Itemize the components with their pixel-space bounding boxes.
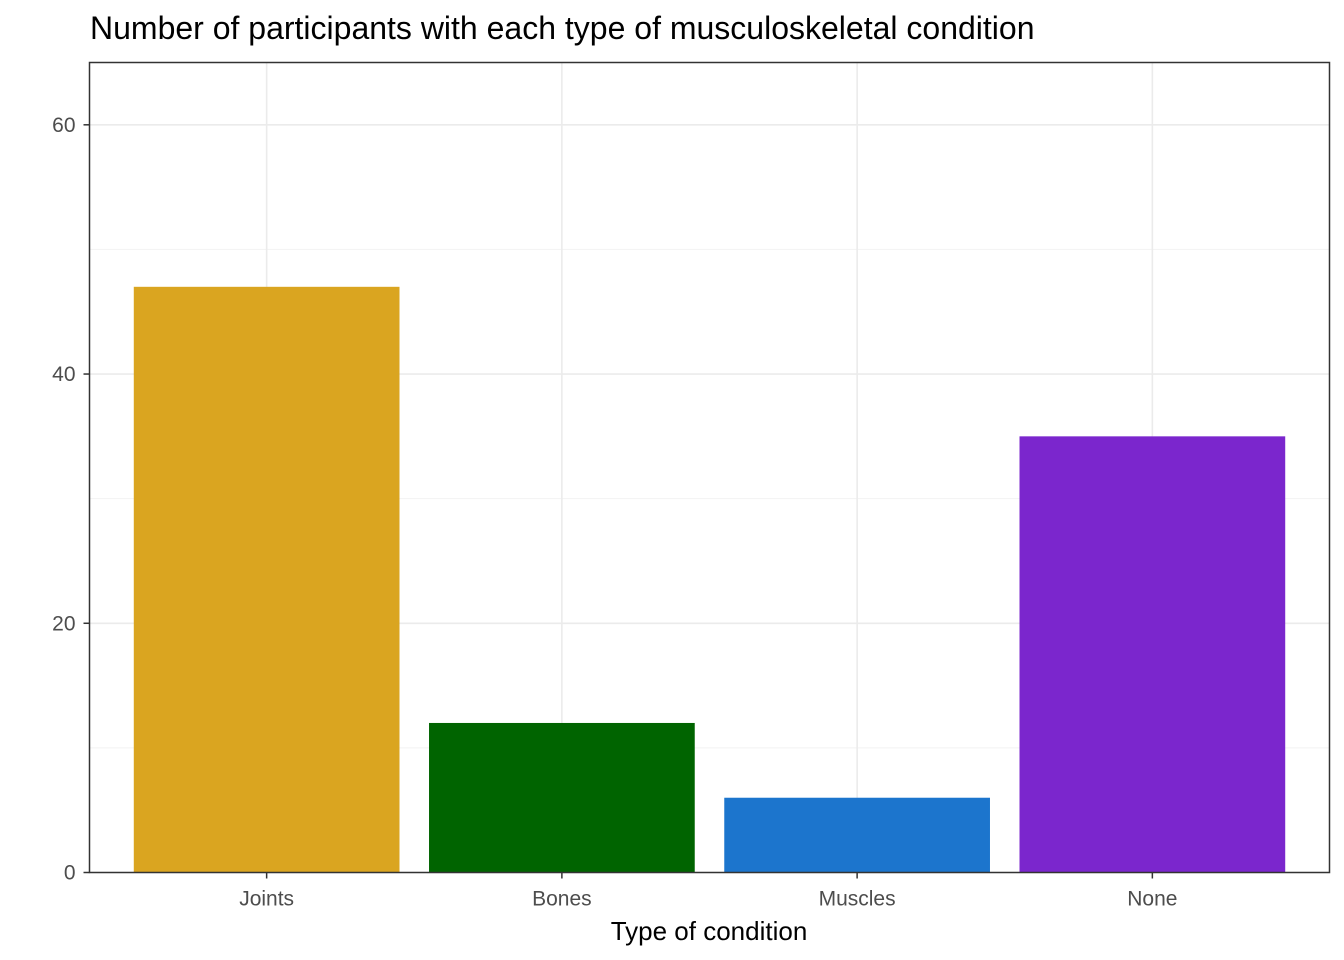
chart-title: Number of participants with each type of… [90, 10, 1035, 46]
bar-muscles [724, 797, 990, 873]
y-tick-label: 60 [52, 114, 75, 137]
y-tick-label: 0 [64, 862, 76, 885]
axes: 0 20 40 60 Joints Bones Muscles None [52, 114, 1177, 911]
bar-bones [429, 722, 695, 873]
x-tick-label: Joints [239, 888, 294, 911]
y-tick-label: 40 [52, 363, 75, 386]
x-tick-label: Bones [532, 888, 592, 911]
bar-none [1019, 436, 1286, 873]
x-tick-label: Muscles [819, 888, 896, 911]
bars [133, 286, 1286, 873]
panel-border [88, 61, 1331, 874]
bar-joints [133, 286, 400, 873]
x-axis-title: Type of condition [611, 916, 808, 946]
x-tick-label: None [1127, 888, 1177, 911]
y-tick-label: 20 [52, 612, 75, 635]
